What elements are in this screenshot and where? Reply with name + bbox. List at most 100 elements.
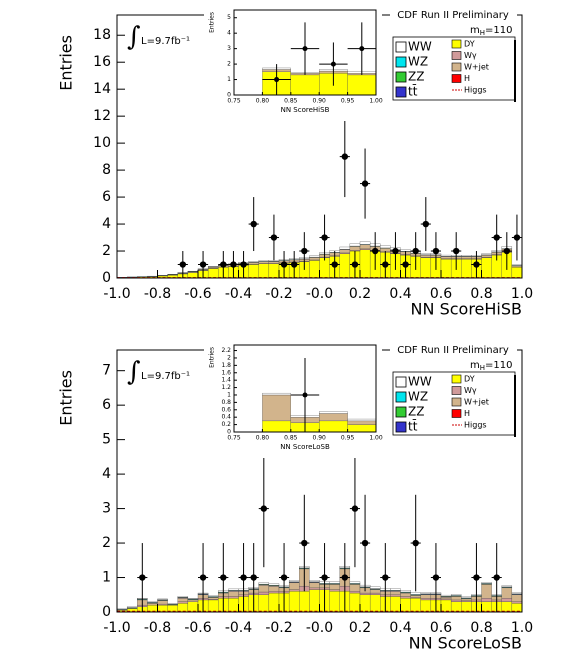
stack-bar [309, 580, 320, 582]
y-tick-label: 1 [227, 76, 231, 83]
stack-bar [339, 253, 351, 279]
stack-bar [268, 592, 280, 613]
y-tick-label: 0 [227, 429, 231, 436]
y-tick-label: 6 [102, 397, 111, 413]
data-point [220, 574, 227, 581]
stack-bar [501, 585, 513, 587]
stack-bar [390, 588, 401, 591]
stack-bar [481, 584, 492, 599]
title-box [390, 342, 517, 357]
stack-bar [248, 264, 259, 279]
legend-label: ZZ [408, 70, 424, 84]
y-tick-label: 7 [102, 363, 111, 379]
x-tick-label: 0.2 [349, 620, 371, 636]
legend-label: H [464, 74, 470, 83]
stack-bar [440, 599, 452, 613]
y-tick-label: 0 [102, 270, 111, 286]
stack-bar [461, 600, 472, 602]
y-tick-label: 1 [227, 391, 231, 398]
stack-bar [511, 603, 523, 613]
stack-bar [390, 594, 401, 597]
x-tick-label: -0.2 [265, 620, 292, 636]
stack-bar [369, 592, 381, 595]
stack-bar [147, 603, 158, 606]
stack-bar [347, 424, 377, 433]
x-tick-label: 0.80 [256, 435, 270, 442]
legend-swatch [395, 41, 407, 53]
data-point [473, 261, 480, 268]
legend-label: Higgs [464, 421, 487, 430]
y-axis-title: Entries [209, 347, 216, 368]
legend-swatch [451, 39, 462, 49]
stack-bar [309, 260, 320, 279]
stack-bar [288, 589, 300, 592]
stack-bar [450, 596, 462, 601]
data-point [351, 505, 359, 512]
stack-bar [258, 263, 270, 279]
stack-bar [116, 608, 128, 610]
stack-bar [440, 594, 452, 597]
legend-label: WZ [408, 55, 428, 69]
legend-swatch [395, 406, 407, 418]
stack-bar [359, 241, 371, 245]
data-point [503, 247, 511, 255]
x-tick-label: 1.0 [511, 286, 533, 302]
stack-bar [258, 260, 270, 262]
y-tick-label: 1.2 [221, 384, 231, 391]
stack-bar [319, 420, 348, 433]
stack-bar [319, 413, 348, 422]
stack-bar [440, 256, 452, 259]
data-point [240, 574, 247, 581]
stack-bar [319, 411, 348, 414]
data-point [412, 247, 419, 255]
data-point [330, 61, 336, 67]
legend-label: WW [408, 40, 432, 54]
stack-bar [339, 249, 351, 254]
stack-bar [359, 594, 371, 613]
stack-bar [420, 254, 432, 258]
legend-swatch [451, 409, 462, 418]
stack-bar [501, 601, 513, 613]
stack-bar [309, 255, 320, 258]
legend-label: tt̄ [408, 419, 418, 433]
legend-label: tt̄ [408, 84, 418, 98]
stack-bar [400, 592, 411, 597]
data-point [301, 247, 308, 255]
y-tick-label: 4 [102, 466, 111, 482]
x-tick-label: -0.8 [144, 620, 171, 636]
x-tick-label: -0.2 [265, 286, 292, 302]
stack-bar [147, 601, 158, 603]
stack-bar [461, 258, 472, 279]
stack-bar [440, 598, 452, 601]
x-tick-label: 1.00 [369, 435, 383, 442]
legend-label: WW [408, 375, 432, 389]
stack-bar [461, 255, 472, 257]
legend-swatch [395, 71, 407, 83]
stack-bar [349, 246, 361, 251]
y-tick-label: 0.6 [221, 406, 231, 413]
y-tick-label: 0.4 [221, 414, 231, 421]
data-point [422, 220, 430, 228]
stack-bar [481, 257, 492, 279]
y-tick-label: 3 [227, 45, 231, 52]
x-tick-label: 0.4 [389, 620, 411, 636]
data-point [513, 234, 521, 241]
stack-bar [207, 597, 219, 600]
stack-bar [268, 260, 280, 262]
stack-bar [440, 254, 452, 257]
legend-swatch [451, 386, 462, 395]
mass-value: =110 [485, 25, 512, 36]
data-point [139, 574, 146, 581]
stack-bar [228, 596, 239, 599]
stack-bar [349, 243, 361, 247]
x-tick-label: -0.6 [184, 620, 211, 636]
stack-bar [461, 601, 472, 613]
stack-bar [207, 599, 219, 613]
data-point [321, 574, 328, 581]
data-point [382, 261, 389, 268]
data-point [274, 77, 280, 83]
stack-bar [258, 584, 270, 593]
legend-swatch [395, 56, 407, 68]
legend-swatch [451, 62, 462, 72]
